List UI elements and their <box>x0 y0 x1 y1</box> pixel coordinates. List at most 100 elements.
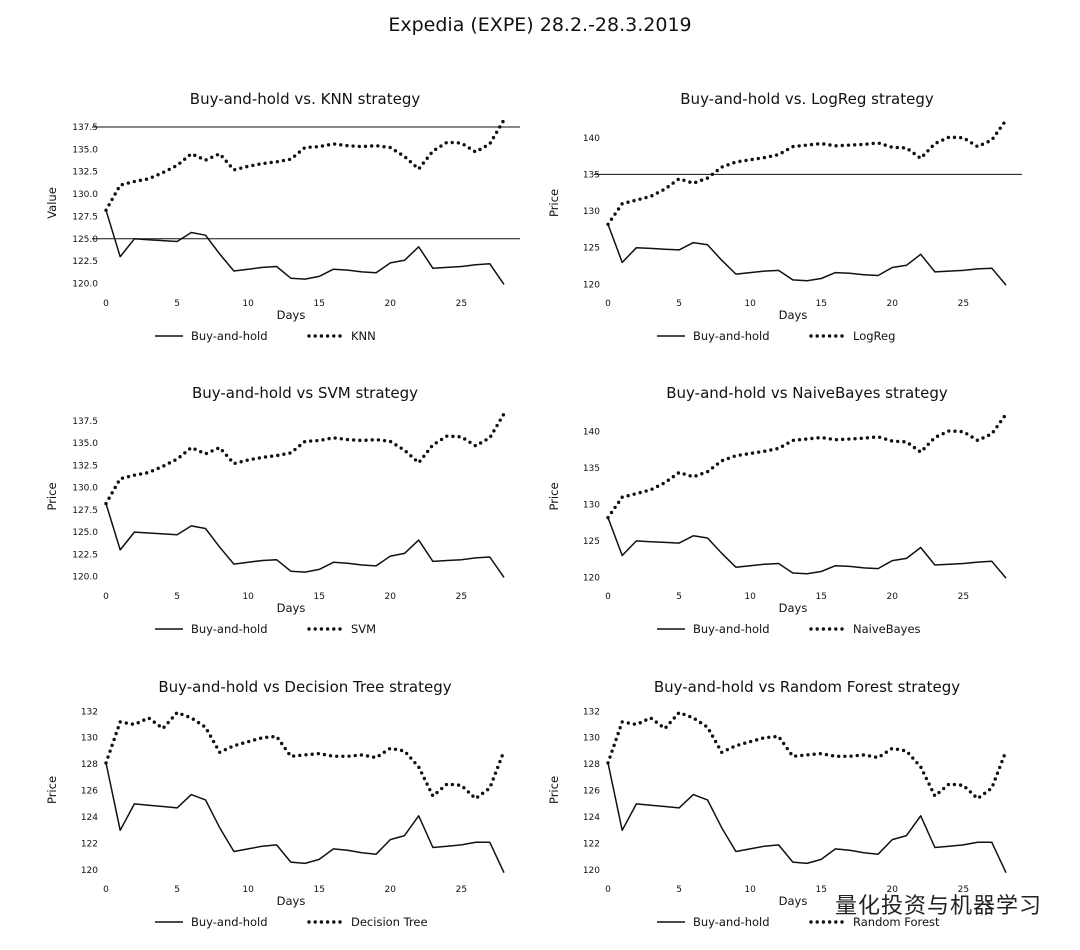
y-axis-label: Value <box>45 187 59 219</box>
y-axis-label: Price <box>45 482 59 510</box>
y-tick-label: 120 <box>583 866 600 876</box>
x-tick-label: 15 <box>313 299 324 309</box>
x-tick-label: 20 <box>887 885 899 895</box>
x-tick-label: 0 <box>103 299 109 309</box>
legend-label: Buy-and-hold <box>693 915 770 929</box>
x-tick-label: 15 <box>313 885 324 895</box>
series-line-strategy <box>606 710 1008 801</box>
legend-label: Buy-and-hold <box>191 329 268 343</box>
legend-label: Buy-and-hold <box>693 622 770 636</box>
x-tick-label: 20 <box>385 299 397 309</box>
y-tick-label: 120.0 <box>72 573 98 583</box>
y-tick-label: 122.5 <box>72 257 98 267</box>
series-line-strategy <box>104 118 506 212</box>
watermark-text: 量化投资与机器学习 <box>834 894 1042 919</box>
x-tick-label: 20 <box>385 592 397 602</box>
legend-label: Buy-and-hold <box>191 622 268 636</box>
x-tick-label: 0 <box>605 885 611 895</box>
y-tick-label: 127.5 <box>72 506 98 516</box>
x-tick-label: 5 <box>676 592 682 602</box>
y-tick-label: 130 <box>583 501 600 511</box>
y-axis-label: Price <box>547 482 561 510</box>
y-tick-label: 132 <box>583 707 600 717</box>
y-axis-label: Price <box>547 189 561 217</box>
x-tick-label: 15 <box>815 885 826 895</box>
x-tick-label: 5 <box>676 299 682 309</box>
y-tick-label: 126 <box>81 787 98 797</box>
legend: Buy-and-hold LogReg <box>657 329 895 343</box>
x-tick-label: 0 <box>103 592 109 602</box>
y-tick-label: 130.0 <box>72 190 98 200</box>
series-line-strategy <box>606 412 1008 520</box>
x-tick-label: 5 <box>174 885 180 895</box>
x-tick-label: 10 <box>242 885 254 895</box>
x-axis-label: Days <box>779 601 808 615</box>
y-tick-label: 122 <box>583 840 600 850</box>
y-tick-label: 140 <box>583 428 600 438</box>
x-tick-label: 5 <box>174 592 180 602</box>
y-tick-label: 120.0 <box>72 280 98 290</box>
x-axis-label: Days <box>277 894 306 908</box>
y-tick-label: 120 <box>583 280 600 290</box>
y-tick-label: 120 <box>81 866 98 876</box>
series-line-buy-and-hold <box>105 503 505 578</box>
y-tick-label: 135.0 <box>72 439 98 449</box>
y-tick-label: 132.5 <box>72 461 98 471</box>
chart-panel-2: Buy-and-hold vs. LogReg strategy 120 125 13… <box>547 90 1022 343</box>
chart-title: Buy-and-hold vs SVM strategy <box>192 384 418 402</box>
y-tick-label: 125 <box>583 244 600 254</box>
chart-title: Buy-and-hold vs Random Forest strategy <box>654 678 960 696</box>
x-tick-label: 15 <box>815 592 826 602</box>
series-line-buy-and-hold <box>607 762 1007 874</box>
y-tick-label: 122 <box>81 840 98 850</box>
y-tick-label: 125 <box>583 537 600 547</box>
y-tick-label: 135 <box>583 170 600 180</box>
x-tick-label: 20 <box>887 299 899 309</box>
legend-label: NaiveBayes <box>853 622 921 636</box>
y-tick-label: 125.0 <box>72 528 98 538</box>
x-tick-label: 20 <box>887 592 899 602</box>
x-tick-label: 25 <box>456 299 467 309</box>
y-tick-label: 137.5 <box>72 417 98 427</box>
x-tick-label: 10 <box>242 299 254 309</box>
x-tick-label: 15 <box>313 592 324 602</box>
series-line-buy-and-hold <box>607 517 1007 579</box>
chart-title: Buy-and-hold vs Decision Tree strategy <box>158 678 451 696</box>
x-tick-label: 10 <box>242 592 254 602</box>
x-tick-label: 25 <box>958 592 969 602</box>
y-tick-label: 135 <box>583 464 600 474</box>
x-tick-label: 5 <box>676 885 682 895</box>
legend-label: LogReg <box>853 329 895 343</box>
chart-panel-6: Buy-and-hold vs Random Forest strategy 12… <box>547 678 1008 929</box>
series-line-buy-and-hold <box>105 762 505 874</box>
x-tick-label: 0 <box>605 299 611 309</box>
x-tick-label: 10 <box>744 885 756 895</box>
x-tick-label: 20 <box>385 885 397 895</box>
chart-title: Buy-and-hold vs. KNN strategy <box>190 90 421 108</box>
y-tick-label: 124 <box>81 813 98 823</box>
chart-panel-3: Buy-and-hold vs SVM strategy 120.0 122.5 12… <box>45 384 506 636</box>
y-tick-label: 128 <box>583 760 600 770</box>
legend-label: Buy-and-hold <box>693 329 770 343</box>
series-line-strategy <box>104 412 506 506</box>
legend: Buy-and-hold NaiveBayes <box>657 622 921 636</box>
x-axis-label: Days <box>277 601 306 615</box>
legend-label: Buy-and-hold <box>191 915 268 929</box>
y-tick-label: 124 <box>583 813 600 823</box>
figure-title: Expedia (EXPE) 28.2.-28.3.2019 <box>388 14 692 36</box>
y-tick-label: 130 <box>583 734 600 744</box>
y-tick-label: 140 <box>583 134 600 144</box>
legend-label: KNN <box>351 329 376 343</box>
legend-label: Random Forest <box>853 915 940 929</box>
series-line-strategy <box>606 118 1008 227</box>
y-tick-label: 127.5 <box>72 212 98 222</box>
series-line-strategy <box>104 710 506 801</box>
legend: Buy-and-hold KNN <box>155 329 376 343</box>
y-tick-label: 120 <box>583 573 600 583</box>
chart-panel-5: Buy-and-hold vs Decision Tree strategy 12… <box>45 678 506 929</box>
y-tick-label: 130 <box>81 734 98 744</box>
y-tick-label: 125.0 <box>72 235 98 245</box>
chart-title: Buy-and-hold vs NaiveBayes strategy <box>666 384 948 402</box>
legend: Buy-and-hold SVM <box>155 622 376 636</box>
